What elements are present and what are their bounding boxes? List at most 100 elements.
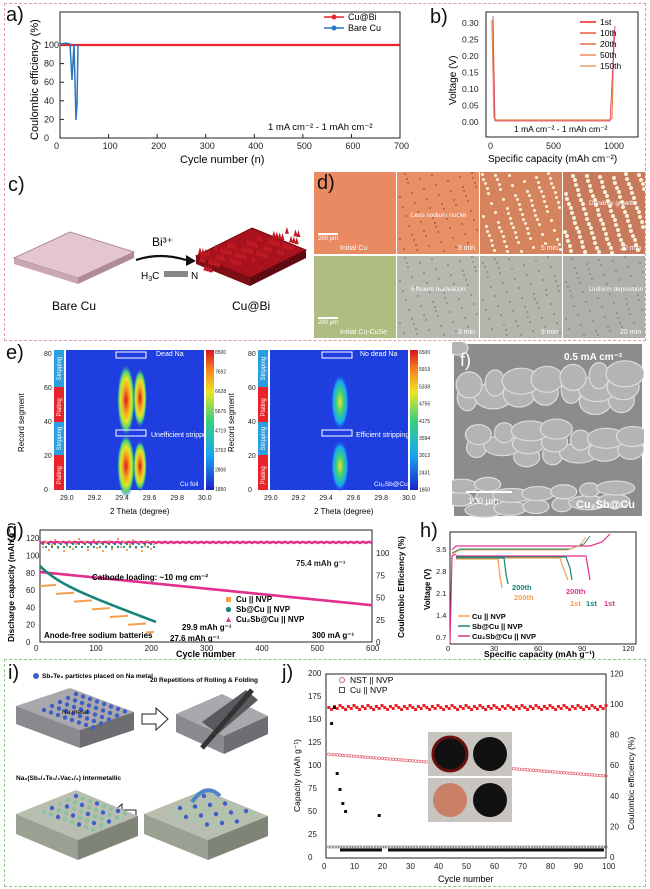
svg-text:200: 200: [308, 669, 322, 678]
micrograph-time: 3 min: [457, 329, 475, 336]
svg-text:Cycle number: Cycle number: [176, 649, 236, 659]
svg-text:90: 90: [578, 644, 586, 653]
svg-text:20: 20: [378, 862, 387, 871]
panel-e-chart: Dead Na Unefficient stripping Cu foil 85…: [17, 350, 430, 516]
svg-text:Plating: Plating: [57, 466, 63, 484]
a-ytick: 0: [44, 133, 49, 143]
b-xtick: 500: [546, 141, 561, 151]
green-group-box: [4, 659, 646, 887]
svg-text:50: 50: [376, 594, 385, 603]
svg-text:75.4 mAh g⁻¹: 75.4 mAh g⁻¹: [296, 559, 346, 568]
micrograph: 5 min: [480, 172, 562, 254]
svg-text:120: 120: [610, 669, 624, 678]
svg-text:Cu || NVP: Cu || NVP: [236, 595, 273, 604]
svg-text:40: 40: [434, 862, 443, 871]
b-legend-item: 50th: [600, 50, 617, 60]
panel-a-xlabel: Cycle number (n): [180, 154, 264, 166]
panel-h: h) 0 30 60 90 120 0.7 1.4 2.1 2.8 3.5 Voltage (V)…: [420, 520, 646, 660]
b-ytick: 0.05: [462, 101, 479, 111]
svg-text:Discharge capacity (mAh g⁻¹): Discharge capacity (mAh g⁻¹): [6, 523, 16, 642]
svg-text:120: 120: [622, 644, 635, 653]
svg-text:29.6: 29.6: [347, 495, 361, 502]
svg-text:6500: 6500: [419, 350, 430, 356]
svg-text:Na metal: Na metal: [62, 709, 89, 716]
svg-text:5338: 5338: [419, 384, 430, 390]
svg-text:29.2: 29.2: [88, 495, 102, 502]
svg-text:100 μm: 100 μm: [468, 496, 498, 506]
svg-text:100: 100: [89, 644, 103, 653]
b-legend-item: 10th: [600, 28, 617, 38]
micrograph-time: 3 min: [457, 245, 475, 252]
legend-cubi: Cu@Bi: [348, 12, 377, 22]
svg-text:80: 80: [26, 569, 35, 578]
panel-f-sem-image: f) 0.5 mA cm⁻² 100 μm Cu₂Sb@Cu: [452, 342, 644, 518]
a-ytick: 60: [44, 77, 54, 87]
svg-text:175: 175: [308, 692, 322, 701]
a-ytick: 20: [44, 114, 54, 124]
a-xtick: 300: [200, 141, 215, 151]
panel-c: c) Bi³⁺ H3C N Bare Cu Cu@Bi: [0, 170, 312, 338]
panel-f: f) 0.5 mA cm⁻² 100 μm Cu₂Sb@Cu: [452, 342, 644, 518]
panel-j-label: j): [282, 662, 294, 684]
svg-text:Coulombic efficiency (%): Coulombic efficiency (%): [626, 736, 636, 830]
a-ytick: 40: [44, 96, 54, 106]
svg-text:100: 100: [610, 700, 624, 709]
svg-text:400: 400: [255, 644, 269, 653]
panel-a: a) 0 100 200 300 400 500 600 700 0 20 40 60 80 100 C…: [0, 0, 430, 170]
micrograph: Initial Cu-CuSe 200 μm: [314, 256, 396, 338]
svg-text:Specific capacity (mAh g⁻¹): Specific capacity (mAh g⁻¹): [484, 649, 595, 659]
a-xtick: 700: [394, 141, 409, 151]
svg-text:25: 25: [376, 616, 385, 625]
svg-text:4756: 4756: [419, 402, 430, 408]
svg-text:500: 500: [311, 644, 325, 653]
svg-text:Anode-free sodium batteries: Anode-free sodium batteries: [44, 631, 153, 640]
svg-text:Cu foil: Cu foil: [180, 481, 199, 488]
b-xtick: 1000: [604, 141, 624, 151]
b-ytick: 0.15: [462, 68, 479, 78]
svg-text:30.0: 30.0: [198, 495, 212, 502]
b-legend-item: 1st: [600, 17, 612, 27]
panel-a-label: a): [6, 4, 24, 26]
svg-text:1.4: 1.4: [436, 611, 446, 620]
micrograph-time: 20 min: [619, 245, 641, 252]
svg-text:40: 40: [248, 419, 256, 426]
svg-text:60: 60: [610, 761, 619, 770]
svg-text:4175: 4175: [419, 419, 430, 425]
svg-text:Plating: Plating: [57, 398, 63, 416]
legend-bare-cu: Bare Cu: [348, 23, 381, 33]
svg-text:7692: 7692: [215, 370, 226, 376]
svg-text:Stripping: Stripping: [261, 427, 267, 451]
svg-text:60: 60: [26, 586, 35, 595]
svg-text:100: 100: [376, 549, 390, 558]
panel-b-chart: 0 500 1000 0.00 0.05 0.10 0.15 0.20 0.25 0.30 Vo…: [448, 11, 639, 165]
svg-text:Stripping: Stripping: [261, 357, 267, 381]
svg-text:27.6 mAh g⁻¹: 27.6 mAh g⁻¹: [170, 634, 220, 643]
bare-cu-label: Bare Cu: [52, 299, 96, 313]
panel-e-label: e): [6, 342, 24, 364]
red-group-box: [4, 3, 646, 341]
svg-text:40: 40: [44, 419, 52, 426]
panel-c-scheme: Bi³⁺ H3C N Bare Cu Cu@Bi: [12, 226, 308, 313]
panel-c-label: c): [8, 174, 25, 196]
svg-text:Cycle number: Cycle number: [438, 874, 494, 884]
svg-text:2 Theta (degree): 2 Theta (degree): [314, 507, 374, 516]
svg-text:3763: 3763: [215, 448, 226, 454]
svg-text:29.0: 29.0: [60, 495, 74, 502]
b-legend-item: 150th: [600, 61, 622, 71]
panel-b-xlabel: Specific capacity (mAh cm⁻²): [488, 154, 617, 165]
svg-text:100: 100: [26, 552, 40, 561]
svg-text:0.7: 0.7: [436, 633, 446, 642]
svg-text:Record segment: Record segment: [17, 393, 26, 452]
svg-text:Sb₂Te₃ particles placed on Na: Sb₂Te₃ particles placed on Na metal: [42, 673, 153, 680]
svg-text:Sb@Cu || NVP: Sb@Cu || NVP: [236, 605, 291, 614]
a-xtick: 500: [297, 141, 312, 151]
svg-text:40: 40: [26, 603, 35, 612]
svg-text:20: 20: [26, 621, 35, 630]
svg-text:Cu₂Sb@Cu || NVP: Cu₂Sb@Cu || NVP: [236, 615, 305, 624]
svg-text:Na₃(Sb₂/₃Te₁/₃Vac₁/₃) Intermet: Na₃(Sb₂/₃Te₁/₃Vac₁/₃) Intermetallic: [16, 775, 121, 782]
bare-cu-series: [59, 42, 79, 121]
svg-text:5675: 5675: [215, 409, 226, 415]
svg-text:20 Repetitions of Rolling & Fo: 20 Repetitions of Rolling & Folding: [150, 677, 258, 684]
svg-text:80: 80: [44, 351, 52, 358]
svg-text:50: 50: [462, 862, 471, 871]
